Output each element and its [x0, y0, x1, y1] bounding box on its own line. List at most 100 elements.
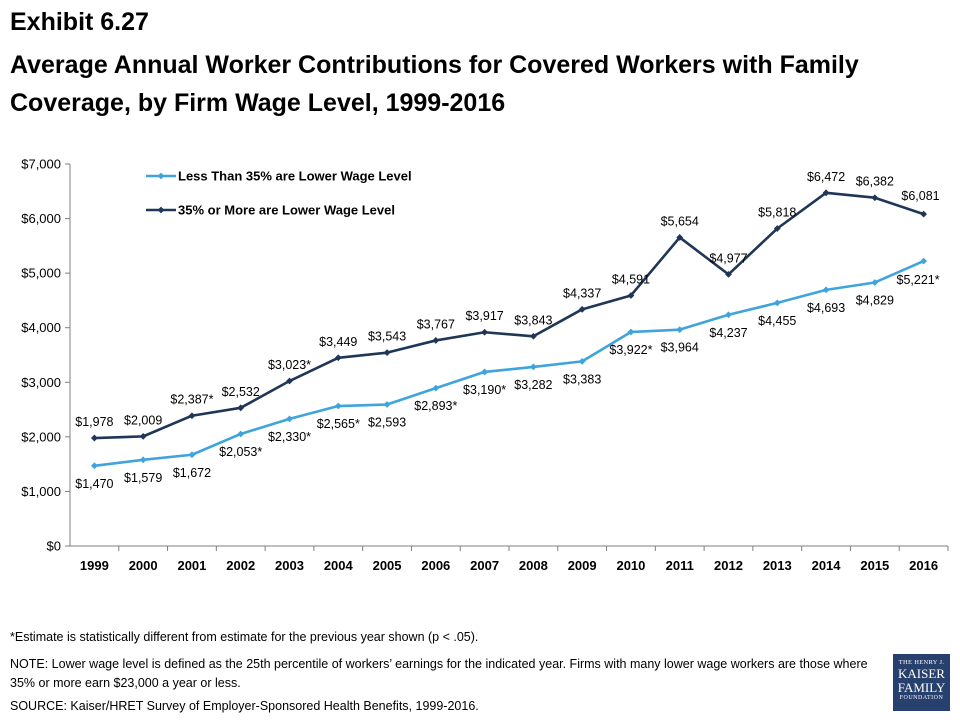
data-label: $3,023*	[268, 358, 311, 372]
data-label: $1,579	[124, 471, 162, 485]
data-point	[773, 225, 781, 232]
legend-label: Less Than 35% are Lower Wage Level	[178, 169, 412, 184]
data-label: $6,382	[856, 175, 894, 189]
data-label: $2,009	[124, 413, 162, 427]
x-tick-label: 2002	[226, 558, 255, 573]
data-point	[481, 368, 489, 376]
chart-title: Average Annual Worker Contributions for …	[10, 51, 859, 117]
y-tick-label: $0	[47, 539, 61, 554]
data-point	[383, 401, 391, 408]
source-footnote: SOURCE: Kaiser/HRET Survey of Employer-S…	[10, 699, 479, 713]
x-tick-label: 2001	[177, 558, 206, 573]
data-point	[90, 434, 98, 442]
data-label: $3,543	[368, 330, 406, 344]
logo-line-3: FAMILY	[897, 680, 946, 695]
data-label: $4,337	[563, 286, 601, 300]
x-tick-label: 2015	[860, 558, 889, 573]
exhibit-number: Exhibit 6.27	[10, 8, 149, 36]
data-point	[237, 404, 245, 412]
data-label: $2,565*	[317, 417, 360, 431]
data-label: $3,922*	[609, 343, 652, 357]
data-point	[627, 328, 635, 336]
series-line-less-than-35	[94, 259, 925, 468]
data-label: $4,829	[856, 293, 894, 307]
data-point	[676, 234, 684, 241]
data-point	[529, 332, 537, 340]
logo-line-1: THE HENRY J.	[898, 659, 945, 666]
logo-line-2: KAISER	[898, 666, 945, 681]
data-label: $3,964	[661, 341, 699, 355]
data-label: $4,591	[612, 272, 650, 286]
x-tick-label: 2007	[470, 558, 499, 573]
data-label: $1,470	[75, 477, 113, 491]
data-label: $6,081	[901, 189, 939, 203]
data-label: $6,472	[807, 170, 845, 184]
x-tick-label: 2014	[812, 558, 842, 573]
data-point	[920, 210, 928, 218]
data-point	[90, 462, 98, 470]
data-label: $2,593	[368, 415, 406, 429]
data-point	[432, 384, 440, 392]
data-point	[139, 432, 147, 440]
data-point	[334, 402, 342, 410]
y-tick-label: $4,000	[21, 320, 61, 335]
data-point	[871, 194, 879, 202]
data-point	[139, 456, 147, 464]
data-point	[334, 354, 342, 362]
legend-marker	[157, 172, 165, 180]
x-tick-label: 2010	[616, 558, 645, 573]
data-point	[773, 299, 781, 307]
data-point	[237, 430, 245, 438]
data-point	[188, 451, 196, 459]
data-point	[529, 363, 537, 371]
data-point	[286, 415, 293, 423]
data-point	[871, 279, 879, 286]
data-label: $1,978	[75, 415, 113, 429]
x-tick-label: 2012	[714, 558, 743, 573]
data-label: $3,767	[417, 317, 455, 331]
data-label: $4,977	[709, 251, 747, 265]
data-label: $4,455	[758, 314, 796, 328]
data-label: $2,532	[222, 385, 260, 399]
data-label: $2,893*	[414, 399, 457, 413]
data-label: $4,237	[709, 326, 747, 340]
y-tick-label: $2,000	[21, 429, 61, 444]
x-tick-label: 2005	[373, 558, 402, 573]
logo-line-4: FOUNDATION	[899, 695, 944, 701]
data-point	[725, 270, 732, 278]
x-tick-label: 2006	[421, 558, 450, 573]
series-line-35-or-more	[94, 191, 925, 440]
data-point	[286, 377, 293, 385]
data-label: $3,190*	[463, 383, 506, 397]
data-label: $5,654	[661, 214, 699, 228]
data-label: $4,693	[807, 301, 845, 315]
y-tick-label: $1,000	[21, 484, 61, 499]
data-label: $1,672	[173, 466, 211, 480]
data-point	[432, 337, 440, 344]
data-point	[920, 257, 928, 265]
x-tick-label: 2013	[763, 558, 792, 573]
data-point	[578, 357, 586, 365]
data-label: $3,449	[319, 335, 357, 349]
x-tick-label: 2016	[909, 558, 938, 573]
data-point	[676, 326, 684, 334]
data-label: $2,053*	[219, 445, 262, 459]
x-tick-label: 1999	[80, 558, 109, 573]
kff-logo: THE HENRY J. KAISER FAMILY FOUNDATION	[893, 654, 950, 711]
y-tick-label: $7,000	[21, 157, 61, 172]
data-point	[627, 292, 635, 299]
data-point	[578, 305, 586, 313]
legend-label: 35% or More are Lower Wage Level	[178, 203, 395, 218]
data-label: $2,330*	[268, 430, 311, 444]
data-label: $5,818	[758, 206, 796, 220]
asterisk-footnote: *Estimate is statistically different fro…	[10, 630, 479, 644]
data-label: $3,843	[514, 313, 552, 327]
line-chart: $0 $1,000 $2,000 $3,000 $4,000 $5,000 $6,000 $7…	[21, 157, 949, 573]
x-tick-label: 2009	[568, 558, 597, 573]
x-tick-label: 2004	[324, 558, 354, 573]
data-point	[725, 311, 732, 319]
x-tick-label: 2003	[275, 558, 304, 573]
data-point	[481, 328, 489, 336]
data-label: $5,221*	[897, 273, 940, 287]
data-label: $3,282	[514, 378, 552, 392]
